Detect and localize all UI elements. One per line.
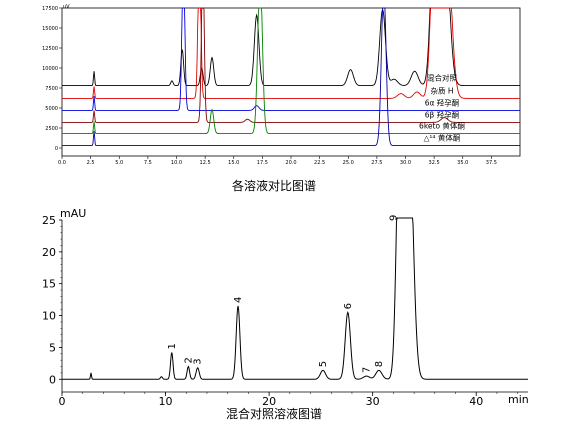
peak-label-8: 8 bbox=[374, 361, 385, 367]
top-x-tick-label: 2.5 bbox=[87, 160, 95, 166]
peak-label-6: 6 bbox=[343, 303, 354, 309]
bottom-y-tick-label: 10 bbox=[42, 310, 56, 323]
bottom-x-tick-label: 40 bbox=[469, 395, 483, 408]
top-y-tick-label: 2500 bbox=[45, 126, 58, 132]
top-y-tick-label: 5000 bbox=[45, 106, 58, 112]
peak-label-9: 9 bbox=[389, 215, 400, 221]
top-legend-entry-2: 杂质 H bbox=[430, 85, 453, 95]
top-x-tick-label: 27.5 bbox=[371, 160, 382, 166]
top-x-tick-label: 17.5 bbox=[257, 160, 268, 166]
top-x-tick-label: 10.0 bbox=[171, 160, 182, 166]
top-y-tick-label: 12500 bbox=[42, 46, 58, 52]
bottom-caption: 混合对照溶液图谱 bbox=[226, 406, 322, 421]
top-x-tick-label: 20.0 bbox=[285, 160, 296, 166]
peak-label-1: 1 bbox=[167, 343, 178, 349]
top-y-unit: uV bbox=[63, 4, 70, 10]
peak-label-7: 7 bbox=[362, 367, 373, 373]
bottom-x-tick-label: 10 bbox=[159, 395, 173, 408]
top-x-tick-label: 22.5 bbox=[314, 160, 325, 166]
top-y-tick-label: 0 bbox=[55, 146, 58, 152]
bottom-series-line bbox=[62, 217, 528, 380]
top-x-tick-label: 32.5 bbox=[429, 160, 440, 166]
top-x-tick-label: 30.0 bbox=[400, 160, 411, 166]
bottom-y-tick-label: 5 bbox=[49, 341, 56, 354]
top-y-tick-label: 15000 bbox=[42, 26, 58, 32]
top-series-line-2 bbox=[62, 7, 520, 99]
comparison-chart: uV 17500 15000 12500 10000 7500 5000 2500 0 0.0… bbox=[42, 4, 521, 166]
bottom-y-tick-label: 20 bbox=[42, 246, 56, 259]
top-y-tick-label: 17500 bbox=[42, 6, 58, 12]
top-y-tick-label: 7500 bbox=[45, 86, 58, 92]
top-x-tick-label: 35.0 bbox=[457, 160, 468, 166]
top-series-line-6 bbox=[62, 7, 520, 147]
top-series-line-3 bbox=[62, 7, 520, 111]
top-y-tick-label: 10000 bbox=[42, 66, 58, 72]
bottom-x-tick-label: 0 bbox=[59, 395, 66, 408]
top-x-tick-label: 37.5 bbox=[486, 160, 497, 166]
top-x-tick-label: 25.0 bbox=[343, 160, 354, 166]
top-x-tick-label: 15.0 bbox=[228, 160, 239, 166]
top-series-line-4 bbox=[62, 7, 520, 123]
top-legend-entry-4: 6β 羟孕酮 bbox=[425, 109, 459, 119]
top-x-tick-label: 12.5 bbox=[200, 160, 211, 166]
top-caption: 各溶液对比图谱 bbox=[232, 178, 316, 193]
peak-label-2: 2 bbox=[183, 357, 194, 363]
bottom-x-tick-label: 20 bbox=[262, 395, 276, 408]
top-legend-entry-6: △¹⁴ 黄体酮 bbox=[424, 133, 461, 143]
bottom-x-tick-label: 30 bbox=[366, 395, 380, 408]
top-legend-entry-5: 6keto 黄体酮 bbox=[419, 121, 465, 131]
top-x-tick-label: 0.0 bbox=[58, 160, 66, 166]
bottom-x-axis-label: min bbox=[508, 393, 529, 406]
top-x-tick-label: 7.5 bbox=[144, 160, 152, 166]
top-x-tick-label: 5.0 bbox=[115, 160, 123, 166]
peak-label-3: 3 bbox=[193, 358, 204, 364]
bottom-y-axis-label: mAU bbox=[60, 207, 86, 220]
top-legend-entry-1: 混合对照 bbox=[427, 73, 457, 83]
bottom-y-tick-label: 25 bbox=[42, 214, 56, 227]
top-legend-entry-3: 6α 羟孕酮 bbox=[425, 97, 460, 107]
peak-label-4: 4 bbox=[233, 297, 244, 303]
top-series-line-5 bbox=[62, 7, 520, 135]
bottom-y-tick-label: 0 bbox=[49, 373, 56, 386]
bottom-y-tick-label: 15 bbox=[42, 278, 56, 291]
peak-label-5: 5 bbox=[318, 361, 329, 367]
